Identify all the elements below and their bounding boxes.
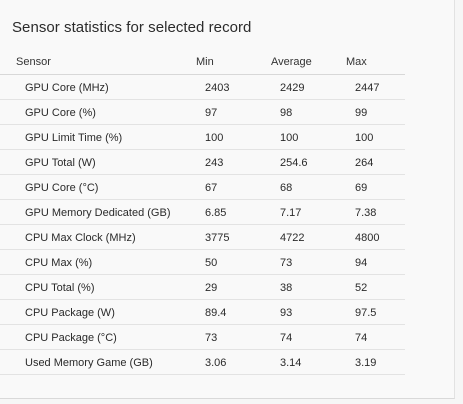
cell-average: 38: [280, 282, 293, 294]
table-row: GPU Limit Time (%) 100 100 100: [0, 125, 405, 150]
table-row: Used Memory Game (GB) 3.06 3.14 3.19: [0, 350, 405, 375]
cell-average: 100: [280, 132, 299, 144]
header-average: Average: [271, 56, 312, 68]
cell-average: 2429: [280, 82, 305, 94]
table-row: CPU Total (%) 29 38 52: [0, 275, 405, 300]
cell-max: 74: [355, 332, 368, 344]
cell-sensor: GPU Total (W): [25, 157, 96, 169]
table-row: CPU Package (W) 89.4 93 97.5: [0, 300, 405, 325]
cell-min: 89.4: [205, 307, 227, 319]
cell-max: 69: [355, 182, 368, 194]
table-row: GPU Core (°C) 67 68 69: [0, 175, 405, 200]
cell-average: 93: [280, 307, 293, 319]
cell-max: 7.38: [355, 207, 377, 219]
cell-min: 50: [205, 257, 218, 269]
cell-max: 264: [355, 157, 374, 169]
cell-min: 2403: [205, 82, 230, 94]
header-sensor: Sensor: [16, 56, 51, 68]
cell-max: 97.5: [355, 307, 377, 319]
cell-sensor: CPU Package (°C): [25, 332, 117, 344]
table-header: Sensor Min Average Max: [0, 47, 405, 75]
cell-sensor: GPU Core (MHz): [25, 82, 109, 94]
table-row: GPU Total (W) 243 254.6 264: [0, 150, 405, 175]
cell-average: 68: [280, 182, 293, 194]
table-row: CPU Max Clock (MHz) 3775 4722 4800: [0, 225, 405, 250]
cell-sensor: CPU Max Clock (MHz): [25, 232, 136, 244]
cell-max: 94: [355, 257, 368, 269]
table-row: GPU Core (MHz) 2403 2429 2447: [0, 75, 405, 100]
cell-sensor: GPU Memory Dedicated (GB): [25, 207, 171, 219]
cell-sensor: CPU Package (W): [25, 307, 115, 319]
header-max: Max: [346, 56, 367, 68]
cell-average: 4722: [280, 232, 305, 244]
cell-min: 3.06: [205, 357, 227, 369]
panel-card: Sensor statistics for selected record Se…: [0, 0, 455, 399]
cell-min: 29: [205, 282, 218, 294]
cell-average: 254.6: [280, 157, 308, 169]
cell-max: 100: [355, 132, 374, 144]
cell-average: 73: [280, 257, 293, 269]
cell-sensor: GPU Core (%): [25, 107, 96, 119]
cell-max: 99: [355, 107, 368, 119]
cell-min: 97: [205, 107, 218, 119]
cell-max: 3.19: [355, 357, 377, 369]
cell-sensor: CPU Total (%): [25, 282, 95, 294]
cell-min: 6.85: [205, 207, 227, 219]
cell-average: 7.17: [280, 207, 302, 219]
cell-sensor: Used Memory Game (GB): [25, 357, 153, 369]
table-body: GPU Core (MHz) 2403 2429 2447 GPU Core (…: [0, 75, 405, 375]
cell-sensor: GPU Core (°C): [25, 182, 99, 194]
cell-min: 73: [205, 332, 218, 344]
header-min: Min: [196, 56, 214, 68]
cell-average: 3.14: [280, 357, 302, 369]
table-row: GPU Memory Dedicated (GB) 6.85 7.17 7.38: [0, 200, 405, 225]
cell-average: 74: [280, 332, 293, 344]
cell-min: 100: [205, 132, 224, 144]
table-row: CPU Package (°C) 73 74 74: [0, 325, 405, 350]
cell-max: 52: [355, 282, 368, 294]
panel-title: Sensor statistics for selected record: [12, 19, 252, 36]
cell-sensor: GPU Limit Time (%): [25, 132, 123, 144]
cell-sensor: CPU Max (%): [25, 257, 93, 269]
table-row: GPU Core (%) 97 98 99: [0, 100, 405, 125]
cell-max: 4800: [355, 232, 380, 244]
cell-average: 98: [280, 107, 293, 119]
table-row: CPU Max (%) 50 73 94: [0, 250, 405, 275]
cell-min: 67: [205, 182, 218, 194]
cell-max: 2447: [355, 82, 380, 94]
cell-min: 3775: [205, 232, 230, 244]
cell-min: 243: [205, 157, 224, 169]
